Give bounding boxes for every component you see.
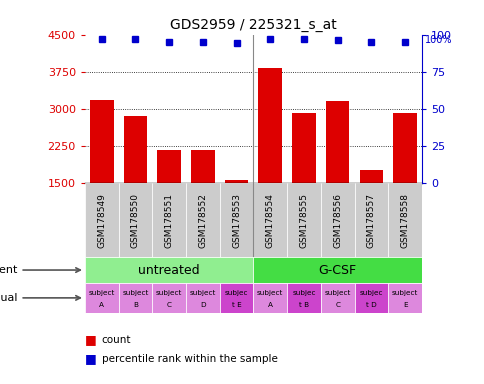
- Text: GSM178549: GSM178549: [97, 193, 106, 248]
- Text: subject: subject: [89, 290, 115, 296]
- Text: individual: individual: [0, 293, 80, 303]
- FancyBboxPatch shape: [287, 283, 320, 313]
- Text: GSM178558: GSM178558: [400, 193, 409, 248]
- Text: subject: subject: [391, 290, 417, 296]
- FancyBboxPatch shape: [354, 283, 387, 313]
- FancyBboxPatch shape: [253, 283, 287, 313]
- FancyBboxPatch shape: [219, 183, 253, 257]
- Text: subject: subject: [189, 290, 215, 296]
- Text: subject: subject: [122, 290, 148, 296]
- Text: t E: t E: [231, 303, 241, 308]
- Text: ■: ■: [85, 333, 96, 346]
- Text: subjec: subjec: [359, 290, 382, 296]
- Text: D: D: [199, 303, 205, 308]
- Bar: [224, 180, 248, 183]
- Text: A: A: [99, 303, 104, 308]
- Text: C: C: [334, 303, 339, 308]
- Text: t B: t B: [298, 303, 308, 308]
- FancyBboxPatch shape: [186, 183, 219, 257]
- Bar: [393, 113, 416, 183]
- Title: GDS2959 / 225321_s_at: GDS2959 / 225321_s_at: [170, 18, 336, 32]
- Text: subject: subject: [156, 290, 182, 296]
- Text: subjec: subjec: [225, 290, 248, 296]
- FancyBboxPatch shape: [152, 183, 186, 257]
- Text: GSM178556: GSM178556: [333, 193, 342, 248]
- FancyBboxPatch shape: [118, 183, 152, 257]
- FancyBboxPatch shape: [85, 257, 253, 283]
- Text: 100%: 100%: [424, 35, 452, 45]
- FancyBboxPatch shape: [287, 183, 320, 257]
- FancyBboxPatch shape: [387, 183, 421, 257]
- Text: ■: ■: [85, 353, 96, 366]
- Bar: [90, 100, 113, 183]
- FancyBboxPatch shape: [354, 183, 387, 257]
- Text: untreated: untreated: [138, 263, 199, 276]
- Bar: [359, 170, 382, 183]
- Text: t D: t D: [365, 303, 376, 308]
- FancyBboxPatch shape: [186, 283, 219, 313]
- FancyBboxPatch shape: [253, 183, 287, 257]
- Bar: [291, 113, 315, 183]
- Text: G-CSF: G-CSF: [318, 263, 356, 276]
- FancyBboxPatch shape: [152, 283, 186, 313]
- FancyBboxPatch shape: [85, 183, 118, 257]
- Bar: [258, 68, 282, 183]
- Text: percentile rank within the sample: percentile rank within the sample: [102, 354, 277, 364]
- Text: GSM178557: GSM178557: [366, 193, 375, 248]
- FancyBboxPatch shape: [387, 283, 421, 313]
- Text: subject: subject: [324, 290, 350, 296]
- Text: GSM178551: GSM178551: [164, 193, 173, 248]
- FancyBboxPatch shape: [320, 183, 354, 257]
- Text: GSM178553: GSM178553: [231, 193, 241, 248]
- Text: subjec: subjec: [292, 290, 315, 296]
- FancyBboxPatch shape: [320, 283, 354, 313]
- Text: A: A: [267, 303, 272, 308]
- Text: C: C: [166, 303, 171, 308]
- Text: E: E: [402, 303, 407, 308]
- FancyBboxPatch shape: [253, 257, 421, 283]
- Text: GSM178554: GSM178554: [265, 193, 274, 248]
- FancyBboxPatch shape: [85, 283, 118, 313]
- Text: GSM178552: GSM178552: [198, 193, 207, 248]
- Text: B: B: [133, 303, 137, 308]
- FancyBboxPatch shape: [118, 283, 152, 313]
- FancyBboxPatch shape: [219, 283, 253, 313]
- Text: agent: agent: [0, 265, 80, 275]
- Text: subject: subject: [257, 290, 283, 296]
- Bar: [191, 150, 214, 183]
- Text: count: count: [102, 335, 131, 345]
- Bar: [325, 101, 349, 183]
- Bar: [157, 150, 181, 183]
- Text: GSM178550: GSM178550: [131, 193, 140, 248]
- Text: GSM178555: GSM178555: [299, 193, 308, 248]
- Bar: [123, 116, 147, 183]
